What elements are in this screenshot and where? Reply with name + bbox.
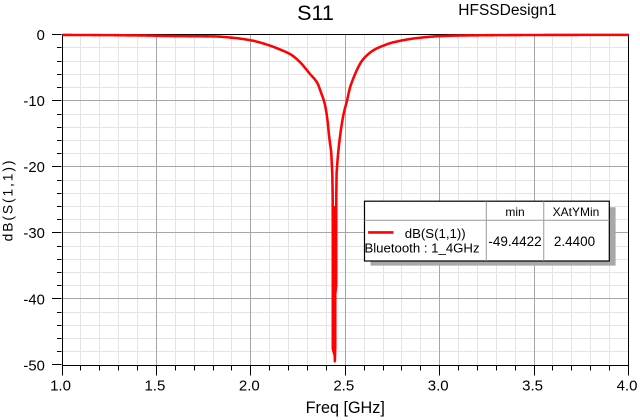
- svg-text:0: 0: [37, 28, 45, 44]
- svg-text:-30: -30: [23, 226, 44, 242]
- svg-text:2.5: 2.5: [333, 378, 354, 395]
- svg-text:2.0: 2.0: [239, 378, 260, 395]
- svg-text:3.5: 3.5: [522, 378, 543, 395]
- svg-text:-20: -20: [23, 160, 44, 176]
- svg-text:1.0: 1.0: [50, 378, 71, 395]
- svg-text:min: min: [505, 205, 524, 219]
- svg-text:Freq [GHz]: Freq [GHz]: [306, 399, 385, 417]
- svg-text:3.0: 3.0: [428, 378, 449, 395]
- svg-text:-49.4422: -49.4422: [488, 234, 541, 249]
- svg-text:1.5: 1.5: [144, 378, 165, 395]
- svg-text:Bluetooth : 1_4GHz: Bluetooth : 1_4GHz: [364, 240, 479, 255]
- svg-text:dB(S(1,1)): dB(S(1,1)): [1, 159, 16, 242]
- svg-text:4.0: 4.0: [617, 378, 638, 395]
- svg-text:XAtYMin: XAtYMin: [553, 205, 600, 219]
- svg-text:2.4400: 2.4400: [554, 234, 595, 249]
- svg-text:dB(S(1,1)): dB(S(1,1)): [405, 226, 466, 241]
- svg-text:-10: -10: [23, 94, 44, 110]
- svg-text:-50: -50: [23, 358, 44, 374]
- svg-text:S11: S11: [297, 0, 334, 25]
- svg-text:HFSSDesign1: HFSSDesign1: [458, 2, 556, 19]
- svg-text:-40: -40: [23, 292, 44, 308]
